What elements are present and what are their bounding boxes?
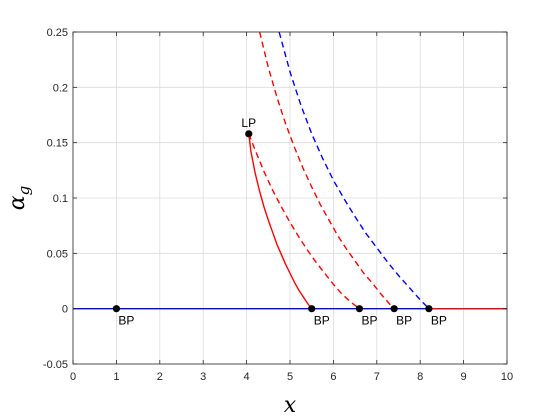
y-axis-label-main: α [5, 195, 30, 210]
x-tick-label: 0 [70, 371, 76, 383]
x-tick-label: 1 [113, 371, 119, 383]
point-marker-bp [308, 305, 316, 313]
series-line-2 [248, 133, 313, 310]
point-marker-bp [112, 305, 120, 313]
point-label-bp: BP [396, 314, 412, 328]
y-tick-label: 0.2 [53, 82, 68, 94]
x-axis-label: x [284, 393, 297, 418]
point-label-bp: BP [314, 314, 330, 328]
x-tick-label: 4 [244, 371, 250, 383]
x-tick-label: 6 [330, 371, 336, 383]
x-tick-label: 8 [417, 371, 423, 383]
point-marker-bp [390, 305, 398, 313]
y-tick-label: 0 [62, 304, 68, 316]
point-label-bp: BP [118, 314, 134, 328]
x-tick-label: 3 [200, 371, 206, 383]
y-tick-label: 0.25 [47, 27, 68, 39]
y-tick-label: 0.1 [53, 193, 68, 205]
point-marker-bp [355, 305, 364, 313]
x-tick-label: 7 [374, 371, 380, 383]
y-axis-label-group: αg [5, 186, 33, 210]
point-label-bp: BP [431, 314, 447, 328]
series-line-3 [248, 133, 360, 310]
point-marker-lp [245, 130, 253, 138]
series-line-4 [258, 31, 395, 310]
point-label-bp: BP [361, 314, 377, 328]
point-marker-bp [425, 305, 433, 313]
point-markers: LP BP BP BP BP BP [112, 116, 447, 328]
x-tick-label: 9 [461, 371, 467, 383]
series-group [73, 31, 507, 310]
point-label-lp: LP [241, 116, 256, 130]
x-tick-label: 10 [501, 371, 513, 383]
x-tick-label: 5 [287, 371, 293, 383]
x-tick-label: 2 [157, 371, 163, 383]
y-axis-label-subscript: g [15, 186, 33, 196]
y-tick-label: 0.15 [47, 138, 68, 150]
series-line-5 [278, 31, 430, 310]
y-tick-label: 0.05 [47, 248, 68, 260]
y-axis-label: αg [5, 186, 33, 210]
y-tick-label: -0.05 [43, 359, 68, 371]
